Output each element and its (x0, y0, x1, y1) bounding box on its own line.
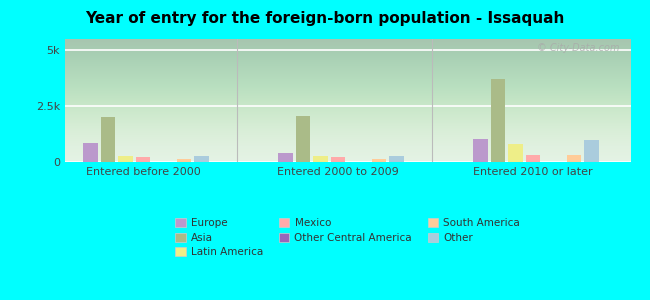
Bar (584, 140, 599, 162)
Bar (372, 159, 386, 162)
Bar (567, 155, 581, 162)
Bar (313, 156, 328, 162)
Text: Year of entry for the foreign-born population - Issaquah: Year of entry for the foreign-born popul… (85, 11, 565, 26)
Bar (177, 159, 191, 162)
Bar (473, 139, 488, 162)
Bar (278, 153, 292, 162)
Text: © City-Data.com: © City-Data.com (537, 43, 619, 53)
Bar (508, 144, 523, 162)
Bar (491, 79, 505, 162)
Bar (136, 157, 150, 162)
Bar (526, 154, 540, 162)
Bar (389, 156, 404, 162)
Bar (194, 156, 209, 162)
Bar (118, 156, 133, 162)
Bar (296, 116, 310, 162)
Legend: Europe, Asia, Latin America, Mexico, Other Central America, South America, Other: Europe, Asia, Latin America, Mexico, Oth… (171, 214, 525, 261)
Bar (101, 117, 115, 162)
Bar (331, 157, 345, 162)
Bar (83, 143, 98, 162)
